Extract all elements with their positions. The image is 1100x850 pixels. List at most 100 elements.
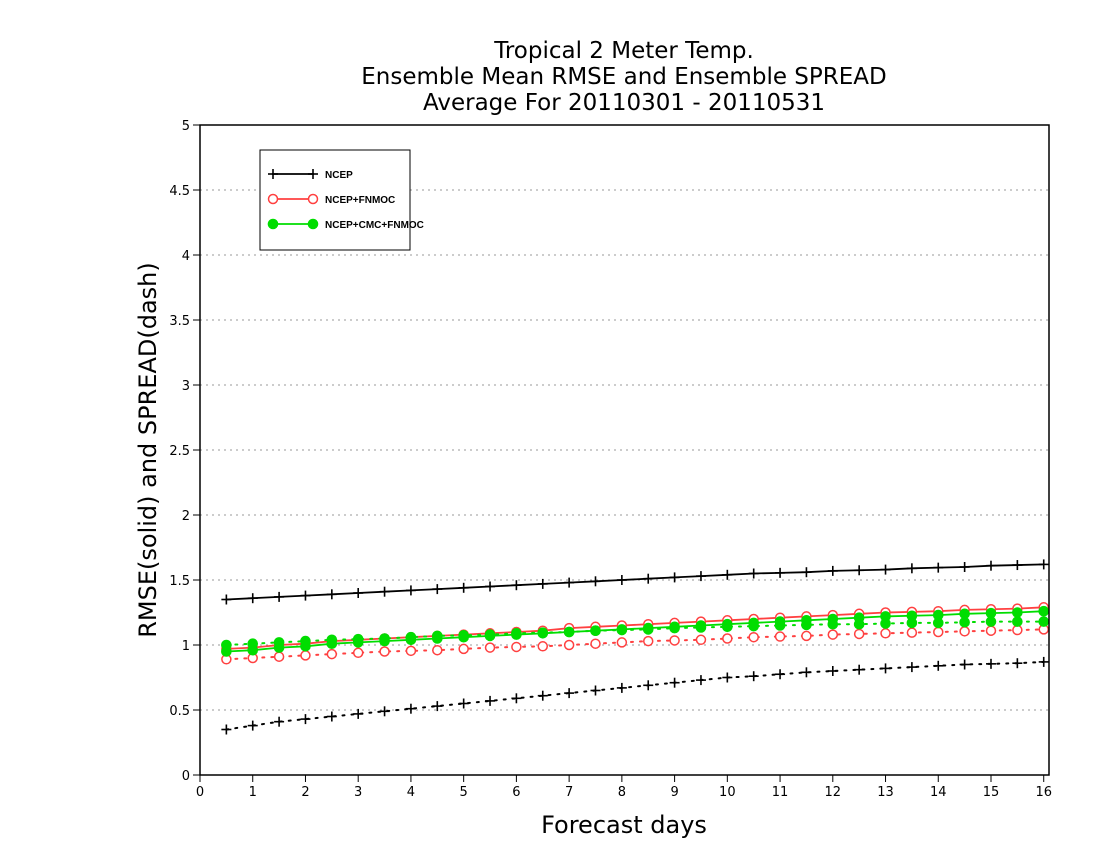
spread-point-ncep-fnmoc bbox=[616, 637, 628, 648]
spread-point-ncep bbox=[695, 675, 706, 686]
title-line-3: Average For 20110301 - 20110531 bbox=[423, 90, 825, 116]
spread-point-ncep bbox=[906, 662, 917, 673]
rmse-point-ncep-cmc-fnmoc bbox=[405, 634, 417, 646]
rmse-point-ncep bbox=[564, 577, 575, 588]
rmse-point-ncep bbox=[775, 567, 786, 578]
spread-point-ncep bbox=[722, 672, 733, 683]
legend-marker-ncep-cmc-fnmoc bbox=[307, 218, 319, 230]
spread-point-ncep-fnmoc bbox=[642, 635, 654, 647]
x-tick-label: 12 bbox=[825, 785, 842, 800]
rmse-point-ncep-cmc-fnmoc bbox=[959, 608, 970, 620]
rmse-point-ncep-cmc-fnmoc bbox=[801, 615, 812, 626]
rmse-point-ncep bbox=[643, 573, 654, 584]
rmse-point-ncep bbox=[1012, 560, 1023, 571]
x-tick-label: 0 bbox=[196, 785, 204, 800]
rmse-point-ncep bbox=[326, 589, 337, 600]
y-tick-label: 0 bbox=[182, 769, 190, 784]
legend-label-ncep-fnmoc: NCEP+FNMOC bbox=[325, 195, 395, 206]
x-tick-label: 14 bbox=[930, 785, 947, 800]
spread-point-ncep bbox=[537, 690, 548, 701]
rmse-point-ncep-cmc-fnmoc bbox=[590, 625, 601, 637]
legend-label-ncep-cmc-fnmoc: NCEP+CMC+FNMOC bbox=[325, 220, 424, 231]
rmse-point-ncep-cmc-fnmoc bbox=[458, 631, 469, 643]
x-tick-label: 3 bbox=[354, 785, 362, 800]
spread-line-ncep bbox=[225, 660, 1045, 731]
y-axis-label: RMSE(solid) and SPREAD(dash) bbox=[134, 262, 162, 638]
x-tick-label: 5 bbox=[460, 785, 468, 800]
spread-point-ncep-fnmoc bbox=[669, 635, 680, 646]
spread-point-ncep bbox=[247, 720, 258, 731]
rmse-point-ncep-cmc-fnmoc bbox=[326, 638, 338, 650]
spread-point-ncep bbox=[274, 716, 285, 727]
rmse-point-ncep-cmc-fnmoc bbox=[985, 607, 997, 619]
spread-point-ncep-fnmoc bbox=[722, 633, 733, 644]
y-tick-label: 2.5 bbox=[169, 444, 190, 459]
rmse-point-ncep bbox=[669, 572, 680, 583]
rmse-point-ncep bbox=[353, 588, 364, 598]
rmse-point-ncep bbox=[854, 565, 865, 576]
rmse-point-ncep-cmc-fnmoc bbox=[1012, 607, 1023, 618]
spread-point-ncep bbox=[564, 688, 575, 699]
legend-box bbox=[259, 149, 411, 251]
y-tick-label: 3.5 bbox=[169, 314, 190, 329]
rmse-point-ncep-cmc-fnmoc bbox=[616, 624, 628, 635]
x-tick-label: 7 bbox=[565, 785, 573, 800]
rmse-point-ncep-cmc-fnmoc bbox=[722, 618, 733, 630]
rmse-point-ncep bbox=[616, 575, 627, 585]
spread-point-ncep bbox=[933, 660, 944, 671]
spread-point-ncep-fnmoc bbox=[537, 641, 549, 652]
spread-point-ncep-fnmoc bbox=[273, 651, 285, 662]
spread-point-ncep-fnmoc bbox=[352, 647, 364, 659]
rmse-point-ncep-cmc-fnmoc bbox=[932, 609, 944, 621]
rmse-point-ncep bbox=[485, 581, 496, 592]
legend-marker-ncep-fnmoc bbox=[267, 193, 279, 205]
chart-title: Tropical 2 Meter Temp. Ensemble Mean RMS… bbox=[361, 38, 886, 116]
x-tick-label: 13 bbox=[877, 785, 894, 800]
spread-point-ncep-fnmoc bbox=[774, 631, 786, 642]
y-tick-label: 1 bbox=[182, 639, 190, 654]
x-axis-label: Forecast days bbox=[541, 811, 707, 839]
spread-point-ncep bbox=[1038, 656, 1049, 667]
spread-point-ncep-fnmoc bbox=[959, 626, 970, 637]
y-tick-label: 4 bbox=[182, 249, 190, 264]
rmse-point-ncep bbox=[300, 590, 311, 601]
rmse-point-ncep bbox=[247, 593, 258, 604]
spread-point-ncep-fnmoc bbox=[405, 645, 417, 657]
spread-point-ncep-fnmoc bbox=[906, 627, 918, 638]
y-tick-label: 4.5 bbox=[169, 184, 190, 199]
x-tick-label: 8 bbox=[618, 785, 626, 800]
legend: NCEP NCEP+FNMOC NCEP+CMC+FNMOC bbox=[259, 149, 424, 251]
rmse-point-ncep-cmc-fnmoc bbox=[906, 610, 918, 622]
spread-point-ncep bbox=[326, 711, 337, 722]
rmse-point-ncep-cmc-fnmoc bbox=[695, 620, 707, 631]
rmse-point-ncep bbox=[906, 563, 917, 574]
legend-marker-ncep-cmc-fnmoc bbox=[267, 218, 279, 230]
rmse-point-ncep bbox=[827, 565, 838, 576]
rmse-point-ncep bbox=[1038, 559, 1049, 570]
spread-point-ncep-fnmoc bbox=[590, 638, 601, 649]
rmse-point-ncep-cmc-fnmoc bbox=[774, 616, 786, 627]
rmse-point-ncep-cmc-fnmoc bbox=[563, 626, 575, 638]
rmse-point-ncep-cmc-fnmoc bbox=[431, 633, 443, 644]
legend-marker-ncep bbox=[268, 169, 278, 179]
spread-point-ncep bbox=[221, 724, 232, 735]
rmse-point-ncep bbox=[880, 564, 891, 575]
rmse-point-ncep bbox=[748, 568, 759, 579]
title-line-2: Ensemble Mean RMSE and Ensemble SPREAD bbox=[361, 64, 886, 90]
rmse-point-ncep-cmc-fnmoc bbox=[511, 629, 522, 640]
x-tick-label: 16 bbox=[1035, 785, 1052, 800]
spread-point-ncep bbox=[379, 706, 390, 717]
rmse-point-ncep bbox=[221, 594, 232, 605]
spread-point-ncep bbox=[485, 695, 496, 706]
x-tick-label: 4 bbox=[407, 785, 415, 800]
spread-point-ncep-fnmoc bbox=[695, 634, 707, 646]
spread-point-ncep-fnmoc bbox=[484, 642, 496, 653]
spread-point-ncep-fnmoc bbox=[458, 643, 469, 655]
spread-point-ncep bbox=[854, 664, 865, 675]
spread-point-ncep bbox=[643, 680, 654, 691]
y-tick-label: 2 bbox=[182, 509, 190, 524]
spread-point-ncep-fnmoc bbox=[880, 628, 891, 639]
spread-point-ncep-fnmoc bbox=[326, 648, 338, 660]
legend-marker-ncep bbox=[308, 169, 318, 179]
